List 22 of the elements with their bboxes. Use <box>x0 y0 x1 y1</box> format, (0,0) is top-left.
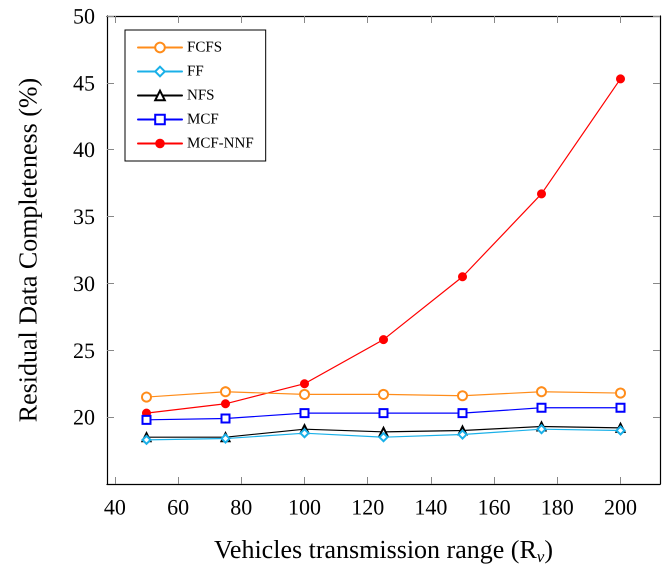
legend-label: NFS <box>187 88 215 104</box>
y-tick-label: 50 <box>73 4 95 28</box>
x-tick-label: 140 <box>414 494 448 520</box>
y-tick-label: 30 <box>73 270 95 296</box>
y-tick-label: 45 <box>73 70 95 96</box>
legend-label: FCFS <box>187 40 222 56</box>
y-tick-label: 35 <box>73 204 95 230</box>
x-tick-label: 80 <box>230 494 252 520</box>
x-tick-label: 120 <box>351 494 384 520</box>
y-tick-label: 20 <box>73 404 95 430</box>
legend-label: MCF-NNF <box>187 136 254 152</box>
y-tick-label: 40 <box>73 137 95 162</box>
x-tick-label: 160 <box>478 494 511 520</box>
legend-label: FF <box>187 64 204 80</box>
x-tick-label: 60 <box>167 494 190 520</box>
x-tick-label: 100 <box>288 494 321 520</box>
x-tick-label: 40 <box>104 494 126 520</box>
legend-label: MCF <box>187 112 219 128</box>
y-axis-title: Residual Data Completeness (%) <box>14 78 42 422</box>
x-tick-label: 200 <box>604 494 637 520</box>
y-tick-label: 25 <box>73 338 95 363</box>
x-tick-label: 180 <box>540 494 574 520</box>
